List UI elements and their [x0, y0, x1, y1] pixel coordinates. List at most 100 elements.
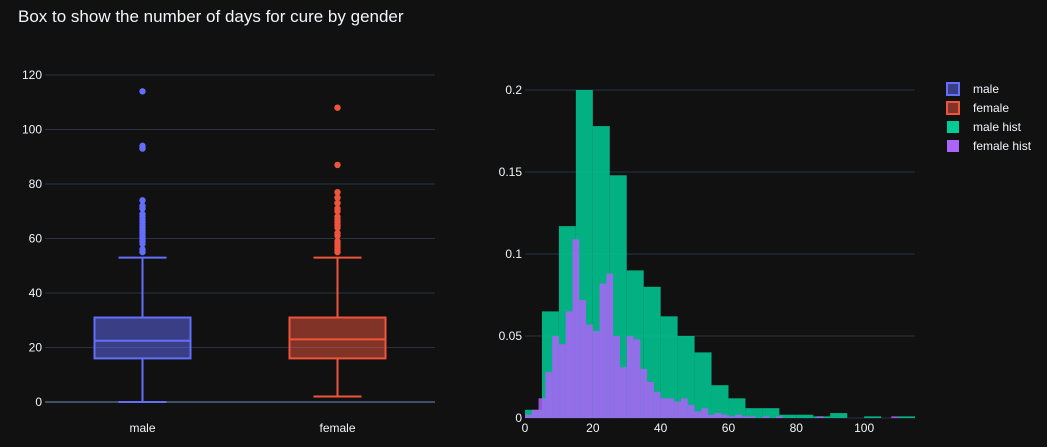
hist-bar-male-hist	[762, 408, 780, 418]
hist-bar-female-hist	[626, 336, 634, 418]
hist-bar-male-hist	[864, 416, 882, 418]
hist-bar-female-hist	[531, 409, 539, 418]
hist-bar-male-hist	[660, 316, 678, 418]
hist-bar-female-hist	[579, 299, 587, 418]
hist-x-tick-label: 100	[854, 421, 874, 435]
box-plot-marks	[93, 88, 387, 403]
hist-bar-female-hist	[714, 413, 722, 418]
hist-bar-female-hist	[816, 416, 824, 418]
box-plot-axes: 0 20 40 60 80 100 120 male female	[22, 68, 356, 435]
legend-item-male[interactable]: male	[946, 82, 999, 96]
hist-bar-female-hist	[742, 416, 749, 418]
outlier-point	[139, 197, 146, 204]
hist-x-tick-label: 40	[654, 421, 668, 435]
legend-item-male-hist[interactable]: male hist	[947, 120, 1022, 134]
hist-bar-male-hist	[745, 408, 763, 418]
hist-bar-female-hist	[687, 404, 695, 418]
legend-swatch	[946, 101, 960, 115]
hist-bar-male-hist	[796, 414, 814, 418]
legend-label: male hist	[973, 120, 1022, 134]
hist-bar-male-hist	[694, 352, 712, 418]
legend-swatch	[947, 121, 959, 133]
legend-label: male	[973, 82, 999, 96]
legend-item-female[interactable]: female	[946, 101, 1009, 115]
hist-bar-female-hist	[647, 381, 654, 418]
hist-y-tick-label: 0.2	[505, 83, 522, 97]
hist-bar-female-hist	[558, 344, 566, 418]
hist-bar-female-hist	[525, 414, 532, 418]
hist-bar-female-hist	[565, 311, 573, 418]
hist-bar-male-hist	[898, 416, 915, 418]
hist-bar-female-hist	[653, 391, 661, 418]
box-y-tick-label: 40	[29, 286, 43, 300]
hist-bar-female-hist	[592, 331, 600, 418]
hist-bar-female-hist	[552, 336, 559, 418]
hist-bar-female-hist	[619, 367, 627, 418]
legend-label: female hist	[973, 139, 1032, 153]
outlier-point	[334, 229, 341, 237]
box-y-tick-label: 120	[22, 68, 42, 82]
hist-y-tick-label: 0	[515, 411, 522, 425]
hist-y-tick-label: 0.15	[499, 165, 523, 179]
hist-bar-male-hist	[728, 398, 746, 418]
outlier-point	[334, 238, 341, 245]
outlier-point	[334, 188, 341, 196]
outlier-point	[334, 161, 341, 169]
box-female	[288, 316, 387, 360]
hist-bar-female-hist	[694, 411, 702, 418]
hist-bar-female-hist	[545, 372, 553, 418]
box-y-tick-label: 100	[22, 123, 42, 137]
outlier-point	[139, 202, 146, 209]
legend[interactable]: male female male hist female hist	[946, 82, 1032, 153]
hist-y-tick-label: 0.05	[499, 329, 523, 343]
outlier-point	[139, 246, 146, 253]
outlier-point	[334, 213, 341, 220]
outlier-point	[334, 104, 341, 111]
legend-item-female-hist[interactable]: female hist	[947, 139, 1032, 153]
hist-x-tick-label: 80	[790, 421, 804, 435]
box-plot-grid	[45, 74, 435, 403]
hist-bar-female-hist	[613, 336, 620, 418]
hist-bar-female-hist	[640, 368, 648, 418]
hist-bar-female-hist	[721, 414, 729, 418]
legend-label: female	[973, 101, 1009, 115]
histogram-marks	[525, 90, 915, 418]
hist-bar-female-hist	[735, 414, 743, 418]
hist-bar-female-hist	[708, 414, 715, 418]
hist-bar-female-hist	[599, 283, 607, 418]
hist-bar-female-hist	[538, 398, 546, 418]
hist-bar-female-hist	[667, 398, 675, 418]
hist-bar-female-hist	[762, 416, 770, 418]
box-y-tick-label: 20	[29, 341, 43, 355]
outlier-point	[334, 194, 341, 201]
hist-bar-male-hist	[711, 385, 729, 418]
hist-bar-female-hist	[775, 416, 783, 418]
box-y-tick-label: 80	[29, 177, 43, 191]
hist-bar-female-hist	[728, 416, 736, 418]
hist-x-tick-label: 20	[586, 421, 600, 435]
hist-bar-male-hist	[779, 414, 797, 418]
box-x-tick-label: male	[129, 421, 155, 435]
hist-bar-male-hist	[830, 413, 848, 418]
hist-bar-female-hist	[748, 416, 756, 418]
hist-bar-female-hist	[674, 401, 681, 418]
hist-bar-male-hist	[677, 336, 695, 418]
outlier-point	[139, 88, 146, 95]
histogram-axes: 0 0.05 0.1 0.15 0.2 0 20 40 60 80 100	[499, 83, 875, 435]
box-y-tick-label: 0	[35, 395, 42, 409]
legend-swatch	[946, 82, 960, 96]
hist-bar-female-hist	[633, 339, 641, 418]
legend-swatch	[947, 140, 959, 152]
outlier-point	[334, 205, 341, 212]
box-y-tick-label: 60	[29, 232, 43, 246]
hist-bar-female-hist	[701, 408, 709, 418]
hist-x-tick-label: 0	[522, 421, 529, 435]
box-x-tick-label: female	[319, 421, 355, 435]
hist-bar-female-hist	[681, 398, 688, 418]
hist-bar-female-hist	[891, 416, 899, 418]
outlier-point	[139, 210, 146, 218]
chart-title: Box to show the number of days for cure …	[18, 7, 404, 26]
hist-y-tick-label: 0.1	[505, 247, 522, 261]
box-male	[93, 316, 192, 360]
